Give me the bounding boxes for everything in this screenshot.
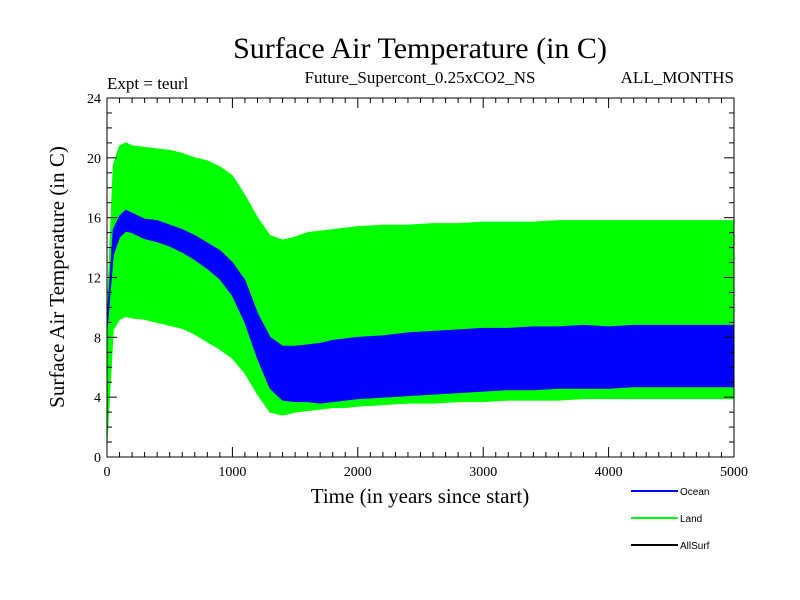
legend-label-allsurf: AllSurf: [680, 541, 710, 552]
x-tick-label: 2000: [344, 465, 372, 480]
y-axis-label: Surface Air Temperature (in C): [45, 146, 69, 408]
chart-title: Surface Air Temperature (in C): [233, 32, 607, 65]
legend: Ocean Land AllSurf: [631, 487, 710, 552]
x-tick-label: 1000: [218, 465, 246, 480]
x-tick-label: 4000: [595, 465, 623, 480]
y-tick-label: 12: [87, 272, 101, 287]
y-tick-label: 20: [87, 152, 101, 167]
y-tick-label: 8: [94, 331, 101, 346]
x-axis-label: Time (in years since start): [311, 484, 530, 508]
plot-area: [107, 142, 734, 443]
y-tick-label: 24: [87, 92, 101, 107]
experiment-name: Future_Supercont_0.25xCO2_NS: [305, 68, 536, 87]
legend-label-ocean: Ocean: [680, 487, 709, 498]
months-label: ALL_MONTHS: [621, 68, 734, 87]
x-tick-label: 0: [104, 465, 111, 480]
x-tick-label: 3000: [469, 465, 497, 480]
band-land: [107, 142, 734, 443]
x-tick-label: 5000: [720, 465, 748, 480]
experiment-label: Expt = teurl: [107, 74, 189, 93]
legend-label-land: Land: [680, 514, 702, 525]
y-tick-label: 0: [94, 451, 101, 466]
y-tick-label: 4: [94, 391, 101, 406]
band-ocean: [107, 209, 734, 404]
y-tick-label: 16: [87, 212, 101, 227]
axes: 0 1000 2000 3000 4000 5000 0 4 8 12 16 20 24: [87, 92, 748, 480]
